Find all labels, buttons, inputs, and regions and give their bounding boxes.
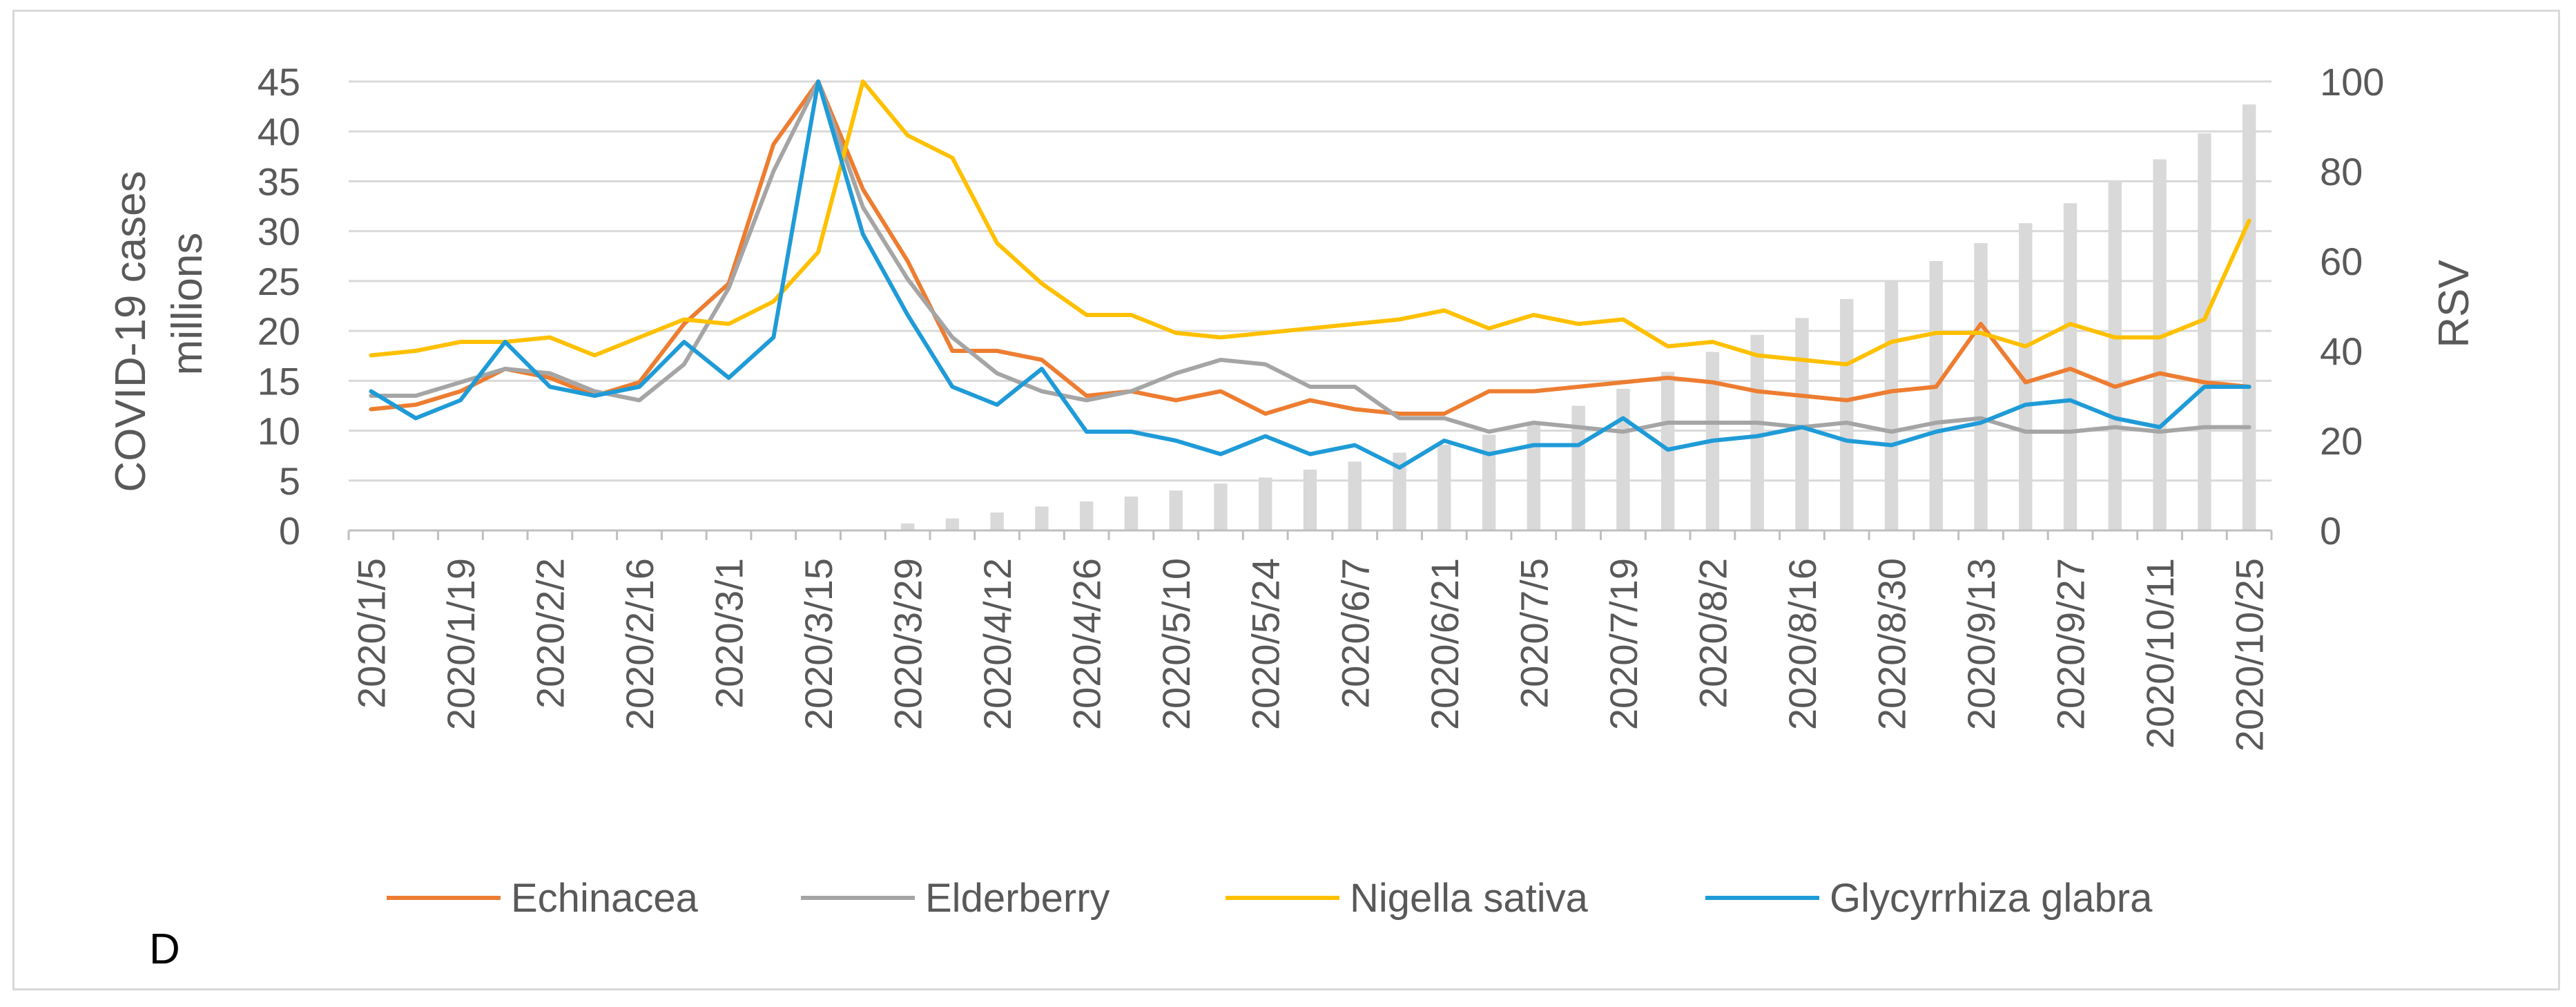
y-tick-label: 5 [279, 459, 300, 503]
bar [2198, 133, 2211, 531]
x-tick-label: 2020/4/26 [1065, 558, 1109, 730]
x-tick-label: 2020/7/5 [1512, 558, 1556, 709]
series-line-nigella-sativa [369, 79, 2251, 367]
x-tick-label: 2020/7/19 [1602, 558, 1645, 730]
bar [1482, 434, 1496, 530]
panel-label: D [149, 926, 180, 973]
x-tick-label: 2020/5/10 [1154, 558, 1198, 730]
x-tick-label: 2020/4/12 [976, 558, 1019, 730]
x-tick-label: 2020/10/25 [2228, 558, 2272, 751]
bar [1884, 280, 1899, 530]
bar [1929, 261, 1943, 530]
bar [1839, 298, 1854, 530]
legend-label: Echinacea [511, 876, 699, 921]
bar [1079, 501, 1094, 530]
y-tick-label: 40 [258, 110, 300, 153]
bar [1169, 490, 1183, 530]
y-tick-label: 15 [258, 359, 300, 403]
y-tick-label: 0 [279, 509, 300, 553]
y-tick-label: 20 [258, 309, 300, 353]
series-line-glycyrrhiza-glabra [369, 79, 2251, 470]
bar [2153, 159, 2167, 530]
y2-tick-label: 0 [2320, 509, 2341, 553]
x-tick-label: 2020/5/24 [1244, 558, 1288, 730]
chart-frame [12, 10, 2560, 990]
bar [1348, 461, 1362, 530]
y2-tick-label: 100 [2320, 60, 2384, 104]
legend-label: Glycyrrhiza glabra [1830, 876, 2153, 921]
x-tick-label: 2020/8/30 [1870, 558, 1913, 730]
bar [1750, 334, 1764, 530]
bar [2019, 223, 2033, 530]
search-series-lines [369, 79, 2251, 470]
y-tick-label: 25 [258, 260, 300, 303]
bar [1393, 452, 1406, 530]
y2-axis-title: RSV [2430, 260, 2478, 348]
bar [1124, 496, 1139, 530]
x-tick-label: 2020/6/21 [1423, 558, 1466, 730]
x-tick-label: 2020/3/15 [797, 558, 840, 730]
x-tick-label: 2020/9/13 [1959, 558, 2003, 730]
y-tick-label: 45 [258, 60, 300, 104]
series-line-elderberry [369, 79, 2251, 434]
x-tick-label: 2020/8/2 [1691, 558, 1734, 709]
series-line-echinacea [369, 79, 2251, 416]
bar [1795, 318, 1809, 530]
y2-tick-label: 20 [2320, 419, 2363, 463]
bar [900, 523, 915, 530]
y2-tick-label: 80 [2320, 150, 2363, 193]
y-axis-title: COVID-19 cases millions [107, 171, 211, 492]
y-axis-title-line-2: millions [164, 233, 211, 376]
x-tick-label: 2020/1/5 [349, 558, 393, 709]
x-tick-label: 2020/1/19 [439, 558, 483, 730]
bar [1035, 506, 1049, 530]
bar [1214, 483, 1228, 530]
x-tick-label: 2020/8/16 [1781, 558, 1824, 730]
y-tick-label: 10 [258, 410, 300, 453]
axes: 0 5 10 15 20 25 30 35 40 45 0 20 40 60 80 100 2020/1/5 20… [258, 60, 2385, 751]
y-axis-title-line-1: COVID-19 cases [107, 171, 155, 492]
bar [1303, 469, 1317, 530]
x-tick-label: 2020/2/16 [618, 558, 661, 730]
x-tick-label: 2020/2/2 [528, 558, 572, 709]
bar [1616, 388, 1630, 530]
y2-tick-label: 60 [2320, 240, 2363, 283]
bar [1437, 444, 1451, 530]
x-tick-label: 2020/6/7 [1333, 558, 1377, 709]
bar [990, 512, 1004, 530]
y2-tick-label: 40 [2320, 329, 2363, 373]
y-tick-label: 30 [258, 210, 300, 253]
x-tick-label: 2020/3/29 [887, 558, 930, 730]
bar [2108, 182, 2122, 530]
legend-label: Nigella sativa [1350, 876, 1589, 921]
bar [1259, 477, 1272, 530]
x-tick-label: 2020/10/11 [2138, 558, 2182, 749]
bar [1974, 243, 1988, 530]
bar [1571, 405, 1585, 530]
bar [945, 518, 960, 530]
x-tick-label: 2020/9/27 [2049, 558, 2093, 730]
legend: Echinacea Elderberry Nigella sativa Glycyrr… [387, 876, 2153, 921]
bar [2242, 104, 2256, 530]
legend-label: Elderberry [925, 876, 1110, 921]
bar [1527, 421, 1541, 530]
y-tick-label: 35 [258, 160, 300, 203]
x-tick-label: 2020/3/1 [708, 558, 751, 709]
